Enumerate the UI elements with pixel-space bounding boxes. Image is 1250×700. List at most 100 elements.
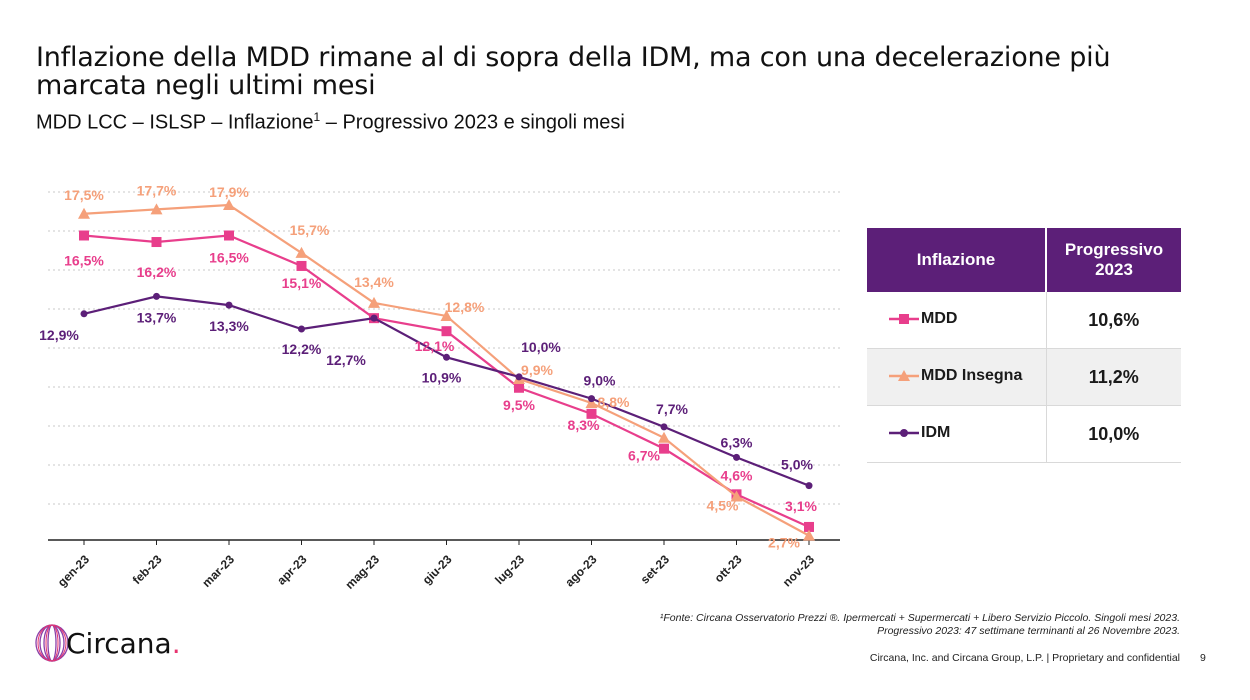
data-label: 15,7% xyxy=(290,222,330,238)
mdd-insegna-point xyxy=(295,246,308,258)
data-label: 13,4% xyxy=(354,274,394,290)
mdd-insegna-point xyxy=(78,207,90,219)
x-tick-label: feb-23 xyxy=(130,552,165,587)
x-tick-label: nov-23 xyxy=(780,552,817,589)
idm-point xyxy=(805,482,813,490)
table-header-inflazione: Inflazione xyxy=(867,228,1047,292)
page-subtitle: MDD LCC – ISLSP – Inflazione1 – Progress… xyxy=(36,110,625,135)
mdd-point xyxy=(441,326,452,337)
data-label: 3,1% xyxy=(785,498,817,514)
idm-point xyxy=(298,325,305,333)
table-header-row: Inflazione Progressivo 2023 xyxy=(867,228,1181,292)
source-footnote: ¹Fonte: Circana Osservatorio Prezzi ®. I… xyxy=(660,612,1180,638)
page-number: 9 xyxy=(1200,652,1206,664)
mdd-point xyxy=(79,230,89,241)
mdd-point xyxy=(296,260,307,271)
data-label: 4,5% xyxy=(707,498,739,514)
idm-point xyxy=(660,423,668,431)
footnote-line-2: Progressivo 2023: 47 settimane terminant… xyxy=(877,625,1180,637)
mdd-point xyxy=(659,443,669,454)
data-label: 10,9% xyxy=(422,369,462,385)
data-label: 16,5% xyxy=(209,250,249,266)
data-label: 12,1% xyxy=(415,338,455,354)
data-label: 16,2% xyxy=(137,264,177,280)
legend-label: MDD Insegna xyxy=(921,366,1023,384)
idm-point xyxy=(733,453,740,461)
mdd-point xyxy=(586,408,597,419)
page-title: Inflazione della MDD rimane al di sopra … xyxy=(36,42,1111,101)
data-label: 12,8% xyxy=(445,299,485,315)
data-label: 2,7% xyxy=(768,535,800,551)
x-tick-label: ago-23 xyxy=(562,552,599,589)
data-label: 9,0% xyxy=(584,373,616,389)
inflation-line-chart: gen-23 feb-23 mar-23 apr-23 mag-23 giu-23 lug-… xyxy=(39,182,840,592)
data-label: 15,1% xyxy=(282,275,322,291)
table-value: 11,2% xyxy=(1046,348,1181,406)
data-label: 13,3% xyxy=(209,318,249,334)
data-label: 6,7% xyxy=(628,448,660,464)
data-label: 12,2% xyxy=(282,341,322,357)
table-value: 10,6% xyxy=(1046,292,1181,349)
data-label: 12,9% xyxy=(39,327,79,343)
series-line-idm xyxy=(83,295,810,487)
circana-logo-icon xyxy=(35,624,69,662)
data-label: 9,5% xyxy=(503,397,535,413)
circana-logo: Circana. xyxy=(34,623,181,663)
subtitle-main: MDD LCC – ISLSP – Inflazione xyxy=(36,111,314,134)
mdd-insegna-point xyxy=(803,529,815,541)
legend-label: IDM xyxy=(921,423,951,441)
data-label: 10,0% xyxy=(521,339,561,355)
x-tick-label: apr-23 xyxy=(274,552,310,588)
x-tick-label: gen-23 xyxy=(55,552,92,589)
subtitle-footnote-mark: 1 xyxy=(313,110,321,124)
legend-idm: IDM xyxy=(889,424,950,442)
data-label: 7,7% xyxy=(656,401,688,417)
idm-point xyxy=(370,314,378,322)
legend-label: MDD xyxy=(921,309,958,327)
x-tick-label: mag-23 xyxy=(343,552,383,592)
x-tick-label: mar-23 xyxy=(199,552,237,590)
data-label: 4,6% xyxy=(721,467,753,483)
data-label: 16,5% xyxy=(64,253,104,269)
logo-wordmark: Circana xyxy=(66,626,172,660)
data-label: 6,3% xyxy=(721,434,753,450)
idm-point xyxy=(80,310,88,318)
mdd-point xyxy=(514,382,524,393)
mdd-point xyxy=(804,521,814,532)
x-tick-label: set-23 xyxy=(638,552,673,587)
data-label: 17,5% xyxy=(64,187,104,203)
data-label: 5,0% xyxy=(781,457,813,473)
data-label: 17,7% xyxy=(137,182,177,198)
idm-legend-marker xyxy=(889,428,919,437)
logo-dot: . xyxy=(171,626,181,660)
data-label: 9,9% xyxy=(521,362,553,378)
mdd-point xyxy=(151,237,162,248)
mdd-insegna-point xyxy=(658,431,670,443)
data-label: 8,8% xyxy=(598,394,630,410)
mdd-insegna-legend-marker xyxy=(889,369,919,381)
data-label: 12,7% xyxy=(326,352,366,368)
mdd-insegna-point xyxy=(585,396,598,408)
idm-point xyxy=(225,301,233,309)
mdd-point xyxy=(224,230,234,241)
legend-mdd-insegna: MDD Insegna xyxy=(889,367,1022,385)
footnote-line-1: ¹Fonte: Circana Osservatorio Prezzi ®. I… xyxy=(659,612,1180,624)
mdd-legend-marker xyxy=(889,313,919,324)
idm-point xyxy=(515,373,523,381)
table-value: 10,0% xyxy=(1046,405,1181,463)
data-label: 8,3% xyxy=(568,417,600,433)
idm-point xyxy=(443,353,450,361)
mdd-insegna-point xyxy=(440,309,453,321)
mdd-insegna-point xyxy=(150,203,163,215)
footer-text: Circana, Inc. and Circana Group, L.P. | … xyxy=(869,652,1180,664)
table-row: MDD 10,6% xyxy=(867,292,1181,349)
subtitle-tail: – Progressivo 2023 e singoli mesi xyxy=(320,111,625,134)
progressive-table: Inflazione Progressivo 2023 MDD 10,6% MD… xyxy=(867,228,1181,463)
mdd-insegna-point xyxy=(223,199,235,211)
data-label: 17,9% xyxy=(209,184,249,200)
legend-mdd: MDD xyxy=(889,310,957,328)
idm-point xyxy=(153,292,160,300)
mdd-insegna-point xyxy=(730,490,743,502)
mdd-insegna-point xyxy=(368,296,380,308)
idm-point xyxy=(588,395,595,403)
